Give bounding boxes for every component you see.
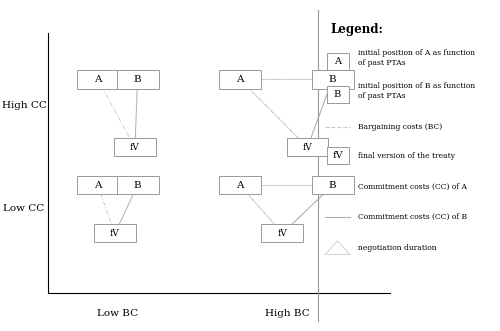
FancyBboxPatch shape [326, 86, 348, 103]
Text: fV: fV [278, 229, 287, 238]
Text: Legend:: Legend: [330, 23, 383, 36]
FancyBboxPatch shape [312, 176, 354, 195]
Text: High CC: High CC [2, 101, 46, 111]
Text: Low CC: Low CC [4, 204, 44, 213]
Text: A: A [94, 75, 101, 84]
FancyBboxPatch shape [219, 70, 261, 88]
Text: fV: fV [302, 143, 312, 152]
Text: initial position of A as function
of past PTAs: initial position of A as function of pas… [358, 49, 474, 67]
Text: fV: fV [110, 229, 120, 238]
Text: Low BC: Low BC [97, 309, 138, 318]
Text: B: B [328, 75, 336, 84]
Text: B: B [334, 90, 341, 99]
FancyBboxPatch shape [116, 176, 158, 195]
FancyBboxPatch shape [326, 53, 348, 70]
Text: Commitment costs (CC) of B: Commitment costs (CC) of B [358, 213, 467, 221]
Text: B: B [328, 181, 336, 190]
FancyBboxPatch shape [286, 138, 329, 156]
FancyBboxPatch shape [76, 176, 118, 195]
FancyBboxPatch shape [116, 70, 158, 88]
Text: A: A [236, 181, 244, 190]
Text: High BC: High BC [265, 309, 310, 318]
FancyBboxPatch shape [219, 176, 261, 195]
Text: A: A [334, 57, 341, 66]
Text: A: A [236, 75, 244, 84]
Text: B: B [134, 181, 141, 190]
FancyBboxPatch shape [326, 147, 348, 164]
Text: negotiation duration: negotiation duration [358, 244, 436, 252]
FancyBboxPatch shape [262, 224, 304, 242]
Text: Bargaining costs (BC): Bargaining costs (BC) [358, 123, 442, 131]
Text: Commitment costs (CC) of A: Commitment costs (CC) of A [358, 183, 467, 191]
FancyBboxPatch shape [76, 70, 118, 88]
Text: initial position of B as function
of past PTAs: initial position of B as function of pas… [358, 82, 475, 100]
Text: B: B [134, 75, 141, 84]
Text: final version of the treaty: final version of the treaty [358, 152, 454, 160]
Text: fV: fV [332, 151, 343, 160]
FancyBboxPatch shape [312, 70, 354, 88]
Text: fV: fV [130, 143, 140, 152]
Text: A: A [94, 181, 101, 190]
FancyBboxPatch shape [94, 224, 136, 242]
FancyBboxPatch shape [114, 138, 156, 156]
